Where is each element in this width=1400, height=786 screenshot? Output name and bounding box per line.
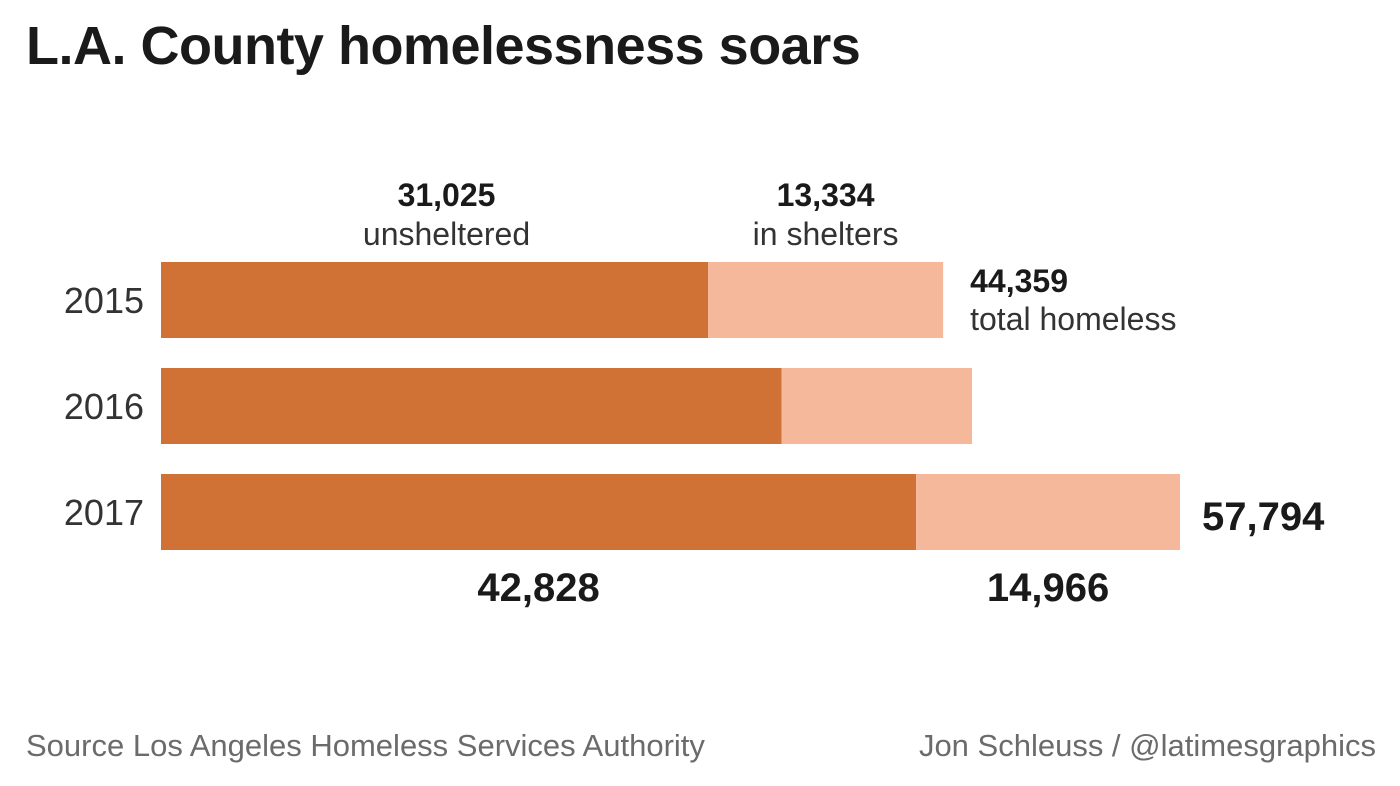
- sheltered-2017-value: 14,966: [987, 566, 1109, 610]
- bar-2016-unsheltered: [161, 368, 782, 444]
- year-label-2017: 2017: [64, 492, 144, 533]
- bar-2017-in-shelters: [916, 474, 1180, 550]
- unsheltered-2017-value: 42,828: [477, 566, 599, 610]
- sheltered-2015-value: 13,334: [777, 177, 875, 213]
- unsheltered-2015-label: unsheltered: [363, 216, 530, 252]
- bar-2015-in-shelters: [708, 262, 944, 338]
- total-2017-value: 57,794: [1202, 495, 1325, 539]
- sheltered-2015-label: in shelters: [753, 216, 899, 252]
- chart-title: L.A. County homelessness soars: [26, 16, 861, 76]
- bar-2017-unsheltered: [161, 474, 917, 550]
- bar-2016-in-shelters: [781, 368, 973, 444]
- total-2015-value: 44,359: [970, 263, 1068, 299]
- credit-note: Jon Schleuss / @latimesgraphics: [918, 728, 1376, 763]
- year-label-2016: 2016: [64, 386, 144, 427]
- unsheltered-2015-value: 31,025: [398, 177, 496, 213]
- total-2015-label: total homeless: [970, 301, 1176, 337]
- source-note: Source Los Angeles Homeless Services Aut…: [26, 728, 705, 763]
- bar-2015-unsheltered: [161, 262, 709, 338]
- year-label-2015: 2015: [64, 280, 144, 321]
